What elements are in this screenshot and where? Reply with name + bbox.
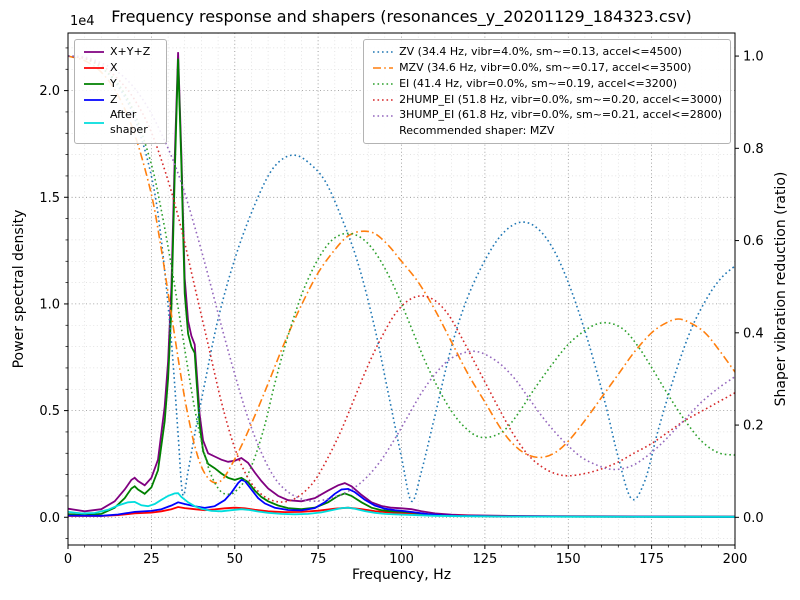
y-tick-label-left: 1.5 bbox=[39, 191, 60, 206]
legend-line-psd_after_shaper bbox=[84, 122, 104, 125]
y-tick-label-right: 0.4 bbox=[743, 326, 764, 341]
legend-label-shaper_mzv: MZV (34.6 Hz, vibr=0.0%, sm~=0.17, accel… bbox=[399, 60, 692, 74]
x-tick-label: 100 bbox=[389, 552, 414, 567]
legend-line-psd_x bbox=[84, 67, 104, 70]
legend-item-psd_after_shaper: After shaper bbox=[83, 108, 158, 138]
legend-label-shaper_ei: EI (41.4 Hz, vibr=0.0%, sm~=0.19, accel<… bbox=[399, 76, 678, 90]
y-axis-offset-text: 1e4 bbox=[70, 14, 95, 29]
legend-line-shaper_2hump_ei bbox=[373, 99, 394, 101]
y-tick-label-right: 1.0 bbox=[743, 50, 764, 65]
x-axis-label: Frequency, Hz bbox=[351, 567, 452, 583]
legend-label-psd_after_shaper: After shaper bbox=[110, 108, 148, 137]
x-tick-label: 125 bbox=[472, 552, 497, 567]
x-tick-label: 75 bbox=[310, 552, 327, 567]
legend-item-shaper_3hump_ei: 3HUMP_EI (61.8 Hz, vibr=0.0%, sm~=0.21, … bbox=[372, 108, 722, 123]
legend-line-psd_xyz bbox=[84, 51, 104, 54]
series-shaper_ei bbox=[68, 55, 735, 496]
legend-line-psd_y bbox=[84, 83, 104, 86]
series-psd_after_shaper bbox=[68, 492, 735, 518]
legend-label-psd_z: Z bbox=[110, 92, 118, 106]
legend-label-psd_xyz: X+Y+Z bbox=[110, 45, 151, 58]
legend-line-shaper_zv bbox=[373, 51, 394, 54]
legend-item-psd_y: Y bbox=[83, 77, 158, 92]
legend-line-psd_z bbox=[84, 99, 104, 101]
legend-label-shaper_zv: ZV (34.4 Hz, vibr=4.0%, sm~=0.13, accel<… bbox=[399, 45, 682, 58]
x-tick-label: 50 bbox=[226, 552, 243, 567]
legend-item-psd_x: X bbox=[83, 61, 158, 76]
legend-shapers: ZV (34.4 Hz, vibr=4.0%, sm~=0.13, accel<… bbox=[363, 39, 731, 145]
legend-item-psd_xyz: X+Y+Z bbox=[83, 45, 158, 60]
y-tick-label-right: 0.8 bbox=[743, 142, 764, 157]
legend-label-shaper_3hump_ei: 3HUMP_EI (61.8 Hz, vibr=0.0%, sm~=0.21, … bbox=[399, 108, 722, 122]
series-shaper_zv bbox=[68, 55, 735, 503]
x-tick-label: 0 bbox=[64, 552, 72, 567]
x-tick-label: 200 bbox=[723, 552, 748, 567]
legend-item-shaper_2hump_ei: 2HUMP_EI (51.8 Hz, vibr=0.0%, sm~=0.20, … bbox=[372, 93, 722, 108]
y-tick-label-left: 2.0 bbox=[39, 84, 60, 99]
legend-line-shaper_ei bbox=[373, 83, 394, 85]
legend-label-psd_x: X bbox=[110, 60, 118, 74]
y-tick-label-left: 0.0 bbox=[39, 511, 60, 526]
series-psd_z bbox=[68, 478, 735, 518]
y-tick-label-left: 1.0 bbox=[39, 297, 60, 312]
y-tick-label-right: 0.0 bbox=[743, 511, 764, 526]
y-tick-label-right: 0.2 bbox=[743, 419, 764, 434]
series-psd_xyz bbox=[68, 52, 735, 518]
legend-item-psd_z: Z bbox=[83, 93, 158, 108]
y-axis-label-right: Shaper vibration reduction (ratio) bbox=[773, 171, 789, 407]
legend-item-shaper_mzv: MZV (34.6 Hz, vibr=0.0%, sm~=0.17, accel… bbox=[372, 61, 722, 76]
legend-item-shaper_ei: EI (41.4 Hz, vibr=0.0%, sm~=0.19, accel<… bbox=[372, 77, 722, 92]
legend-label-psd_y: Y bbox=[110, 76, 117, 90]
series-shaper_mzv bbox=[68, 55, 735, 484]
x-tick-label: 175 bbox=[639, 552, 664, 567]
y-axis-label-left: Power spectral density bbox=[11, 209, 27, 369]
legend-item-shaper_zv: ZV (34.4 Hz, vibr=4.0%, sm~=0.13, accel<… bbox=[372, 45, 722, 60]
series-shaper_2hump_ei bbox=[68, 55, 735, 503]
legend-label-shaper_2hump_ei: 2HUMP_EI (51.8 Hz, vibr=0.0%, sm~=0.20, … bbox=[399, 92, 722, 106]
y-tick-label-right: 0.6 bbox=[743, 234, 764, 249]
chart-title: Frequency response and shapers (resonanc… bbox=[111, 7, 692, 26]
legend-line-shaper_3hump_ei bbox=[373, 114, 394, 117]
y-tick-label-left: 0.5 bbox=[39, 404, 60, 419]
legend-recommendation: Recommended shaper: MZV bbox=[399, 124, 555, 138]
x-tick-label: 150 bbox=[556, 552, 581, 567]
x-tick-label: 25 bbox=[143, 552, 160, 567]
legend-psd: X+Y+Z X Y Z After shaper bbox=[74, 39, 167, 145]
legend-line-shaper_mzv bbox=[373, 67, 394, 70]
